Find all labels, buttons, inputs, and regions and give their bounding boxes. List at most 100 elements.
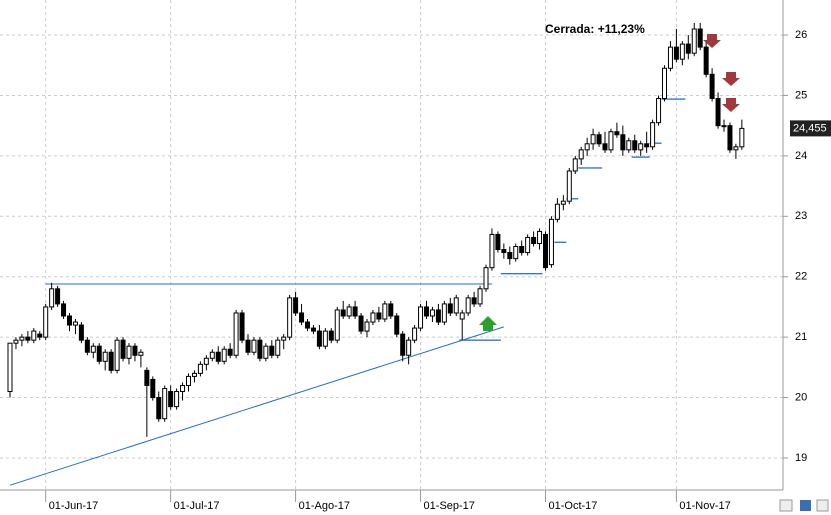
candle-body [221, 348, 227, 362]
candle-body [519, 246, 525, 254]
candle-body [477, 288, 483, 305]
candle-body [483, 267, 489, 290]
sell-arrow [703, 34, 721, 48]
y-tick-label: 23 [795, 210, 807, 222]
candle-body [679, 43, 685, 60]
candle-body [418, 306, 424, 329]
candle-body [691, 28, 697, 54]
candle-body [513, 246, 519, 260]
x-tick-label: 01-Oct-17 [549, 500, 598, 512]
candle-body [150, 378, 156, 399]
candle-body [620, 134, 626, 151]
candle-body [197, 363, 203, 374]
candle-body [322, 330, 328, 347]
y-tick-label: 22 [795, 271, 807, 283]
candle-body [156, 397, 162, 420]
candle-body [67, 315, 72, 326]
candle-body [471, 297, 477, 305]
candle-body [346, 306, 352, 317]
candle-body [275, 339, 281, 356]
candle-body [287, 297, 293, 338]
candle-body [138, 351, 144, 356]
trendline [9, 326, 505, 486]
candle-body [447, 303, 453, 314]
candle-body [203, 357, 209, 365]
candle-body [90, 345, 96, 353]
candle-body [96, 345, 102, 362]
candle-body [61, 303, 67, 317]
candle-body [662, 67, 667, 99]
candle-body [120, 339, 126, 359]
candle-body [578, 149, 584, 160]
candle-body [358, 315, 364, 332]
candle-body [394, 315, 400, 335]
candle-body [31, 330, 37, 341]
candle-body [584, 143, 590, 151]
candle-body [310, 327, 316, 332]
candle-body [84, 339, 90, 353]
candle-body [364, 321, 370, 332]
candle-body [49, 288, 55, 308]
candle-body [537, 230, 543, 244]
candle-body [721, 125, 727, 128]
pin-icon[interactable] [816, 499, 829, 512]
y-tick-label: 25 [795, 89, 807, 101]
candle-body [215, 351, 221, 362]
annotation: Cerrada: +11,23% [545, 22, 645, 36]
candle-body [703, 46, 709, 75]
candle-body [709, 73, 715, 99]
y-tick-label: 20 [795, 391, 807, 403]
candle-body [626, 140, 632, 151]
candle-body [144, 369, 150, 386]
candle-body [227, 348, 233, 356]
last-value-box [790, 120, 831, 137]
candle-body [441, 303, 447, 323]
candle-body [233, 312, 239, 356]
candle-body [388, 303, 394, 317]
save-icon[interactable] [800, 500, 811, 511]
candle-body [727, 125, 733, 151]
candle-body [114, 339, 120, 371]
candle-body [429, 309, 435, 317]
y-tick-label: 26 [795, 29, 807, 41]
candle-body [382, 303, 388, 320]
candle-body [560, 200, 566, 205]
candle-body [180, 384, 186, 393]
candle-body [251, 339, 257, 353]
candle-body [162, 387, 168, 420]
candle-body [132, 345, 138, 356]
y-tick-label: 24 [795, 150, 807, 162]
candle-body [316, 330, 322, 347]
candle-body [453, 297, 459, 314]
x-tick-label: 01-Jul-17 [174, 500, 220, 512]
candle-body [400, 333, 406, 356]
candle-body [108, 351, 114, 371]
candle-body [495, 233, 501, 251]
candle-body [72, 321, 78, 326]
candle-body [239, 312, 245, 341]
candle-body [126, 345, 132, 359]
candle-body [507, 252, 513, 260]
candle-body [596, 134, 602, 145]
candle-body [55, 288, 61, 305]
candle-body [656, 97, 662, 124]
candle-body [78, 324, 84, 341]
candle-body [638, 143, 644, 151]
candle-body [632, 140, 638, 151]
candle-body [102, 351, 108, 362]
candle-body [566, 170, 572, 202]
candle-body [328, 330, 334, 341]
candle-body [459, 312, 465, 320]
buy-arrow [479, 316, 497, 331]
candle-body [572, 158, 578, 172]
candle-body [299, 312, 305, 323]
candle-body [25, 336, 31, 341]
sell-arrow [722, 98, 740, 112]
candle-body [554, 203, 560, 220]
candle-body [697, 28, 703, 48]
toolbar-icon[interactable] [779, 499, 793, 512]
candle-body [531, 236, 537, 244]
candle-body [209, 351, 215, 359]
